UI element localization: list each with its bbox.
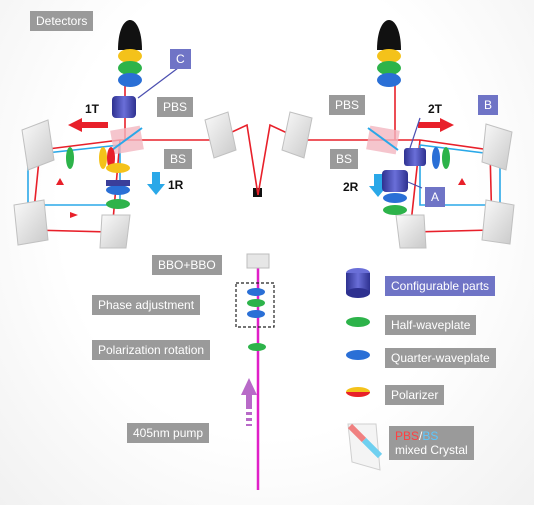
pbs-right-label: PBS [329,95,366,115]
pump-optics [235,253,275,351]
part-b-label: B [478,95,499,115]
detectors-label: Detectors [30,11,94,31]
detectors-left [118,20,142,87]
detectors-right [377,20,401,87]
mixed-crystal-icon [347,423,383,471]
port-2t-label: 2T [428,102,443,116]
legend-polarizer-label: Polarizer [385,385,445,405]
mixed-crystal-bs-text: BS [422,429,439,443]
mixed-crystal-rest-text: mixed Crystal [395,443,468,457]
pump-label: 405nm pump [127,423,210,443]
phase-adjustment-label: Phase adjustment [92,295,201,315]
polarization-rotation-label: Polarization rotation [92,340,211,360]
mixed-crystal-pbs-text: PBS [395,429,420,443]
quarter-waveplate-icon [346,350,370,360]
pbs-left-label: PBS [157,97,194,117]
legend-half-waveplate-label: Half-waveplate [385,315,477,335]
left-splitter-assembly [66,96,144,209]
bbo-label: BBO+BBO [152,255,222,275]
right-splitter-assembly [137,67,450,215]
half-waveplate-icon [346,317,370,327]
legend-mixed-crystal-label: PBS/BS mixed Crystal [389,426,474,460]
bs-right-label: BS [330,149,359,169]
port-1t-label: 1T [85,102,100,116]
pump-beam [241,265,260,490]
part-a-label: A [425,187,446,207]
part-c-label: C [170,49,191,69]
port-1r-label: 1R [168,178,184,192]
bs-left-label: BS [164,149,193,169]
mirrors [13,111,515,249]
port-2r-label: 2R [343,180,359,194]
legend-icons [346,268,383,471]
mixed-crystal-slash: / [419,429,423,443]
legend-configurable-label: Configurable parts [385,276,496,296]
legend-quarter-waveplate-label: Quarter-waveplate [385,348,496,368]
direction-arrows [56,118,466,218]
